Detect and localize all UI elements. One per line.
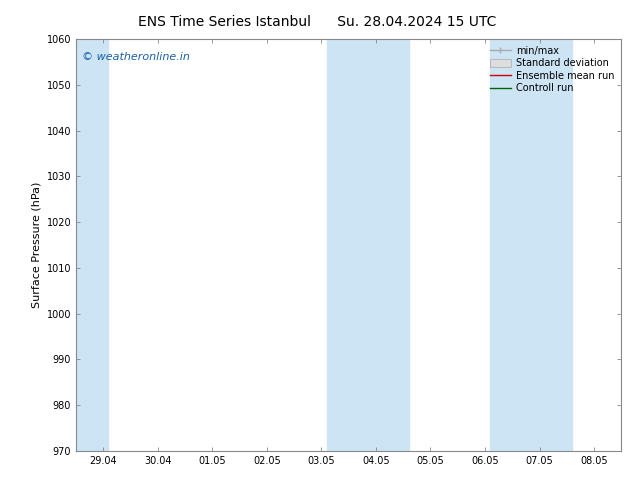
Bar xyxy=(327,39,380,451)
Text: ENS Time Series Istanbul      Su. 28.04.2024 15 UTC: ENS Time Series Istanbul Su. 28.04.2024 … xyxy=(138,15,496,29)
Y-axis label: Surface Pressure (hPa): Surface Pressure (hPa) xyxy=(31,182,41,308)
Legend: min/max, Standard deviation, Ensemble mean run, Controll run: min/max, Standard deviation, Ensemble me… xyxy=(488,44,616,95)
Text: © weatheronline.in: © weatheronline.in xyxy=(82,51,190,62)
Bar xyxy=(491,39,573,451)
Bar xyxy=(76,39,108,451)
Bar xyxy=(368,39,409,451)
